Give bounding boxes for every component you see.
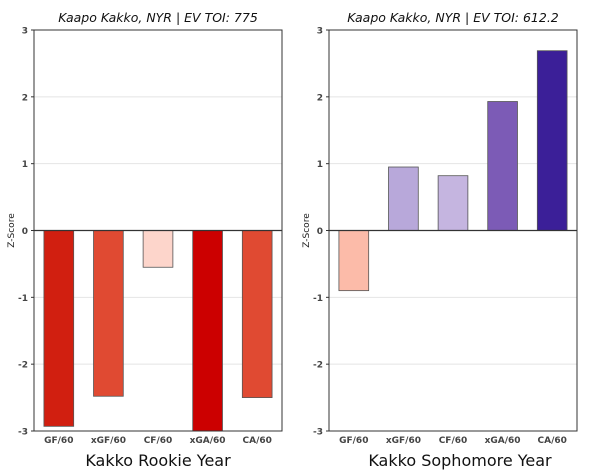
x-tick-label: CF/60 [144,436,173,446]
bar-xga-60 [487,101,518,231]
bar-cf-60 [142,230,174,268]
y-tick-label: 2 [22,93,28,103]
y-tick-label: 2 [317,93,323,103]
bar-ca-60 [241,230,273,398]
y-tick-label: -1 [18,294,28,304]
chart-title: Kaapo Kakko, NYR | EV TOI: 775 [58,10,258,25]
x-tick-label: GF/60 [44,436,73,446]
y-tick-label: -2 [18,361,28,371]
y-tick-label: 1 [317,160,323,170]
y-axis-label: Z-Score [302,213,312,248]
y-axis-label: Z-Score [7,213,17,248]
y-tick-label: -3 [18,428,28,438]
chart-panel-2: Kaapo Kakko, NYR | EV TOI: 612.2 -3 -2 -1 0 1… [302,10,578,470]
x-tick-label: xGF/60 [91,436,126,446]
x-tick-label: CA/60 [538,436,567,446]
x-tick-label: xGF/60 [386,436,421,446]
y-tick-label: 0 [317,227,323,237]
x-tick-label: xGA/60 [190,436,226,446]
y-tick-label: 0 [22,227,28,237]
bar-gf-60 [43,230,75,427]
y-tick-label: 3 [317,27,323,37]
bar-cf-60 [437,175,469,231]
bar-ca-60 [536,50,568,231]
y-tick-label: -2 [313,361,323,371]
bar-gf-60 [338,230,370,292]
chart-caption: Kakko Rookie Year [85,451,231,470]
chart-panel-1: Kaapo Kakko, NYR | EV TOI: 775 -3 -2 -1 0 1 2 3… [7,10,283,470]
x-tick-label: GF/60 [339,436,368,446]
bar-xga-60 [192,230,223,432]
bar-xgf-60 [93,230,124,397]
y-tick-label: -1 [313,294,323,304]
bar-xgf-60 [388,166,419,231]
x-tick-label: CF/60 [439,436,468,446]
chart-caption: Kakko Sophomore Year [368,451,552,470]
y-tick-label: -3 [313,428,323,438]
y-tick-label: 1 [22,160,28,170]
x-tick-label: xGA/60 [485,436,521,446]
x-tick-label: CA/60 [243,436,272,446]
y-tick-label: 3 [22,27,28,37]
chart-title: Kaapo Kakko, NYR | EV TOI: 612.2 [347,10,559,25]
